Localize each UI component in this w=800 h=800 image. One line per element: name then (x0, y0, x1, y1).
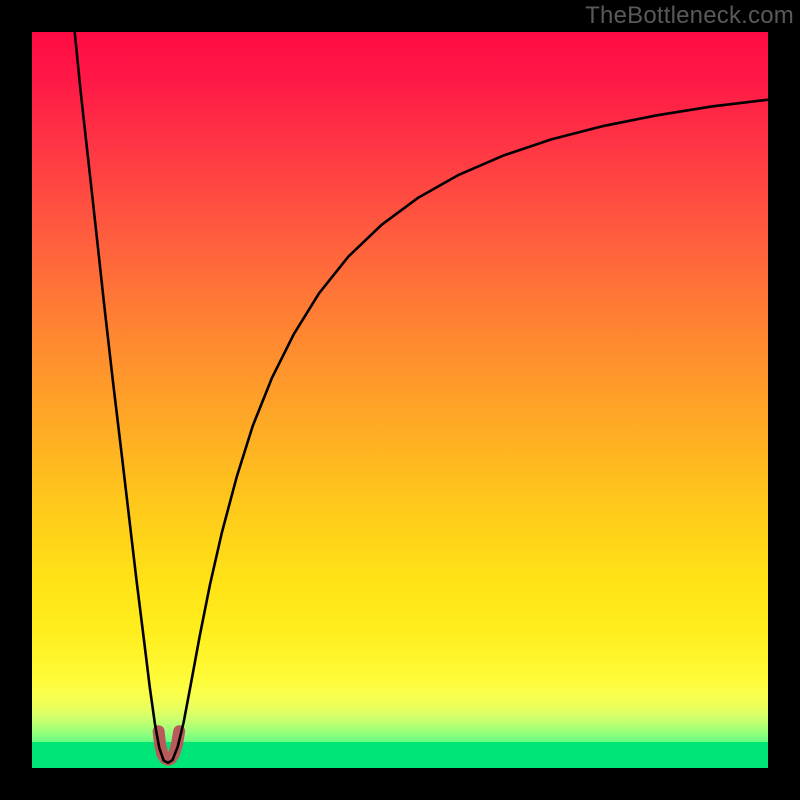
curve-layer (32, 32, 768, 768)
plot-area (32, 32, 768, 768)
chart-container: TheBottleneck.com (0, 0, 800, 800)
watermark-text: TheBottleneck.com (585, 2, 794, 30)
bottleneck-curve (75, 32, 768, 763)
